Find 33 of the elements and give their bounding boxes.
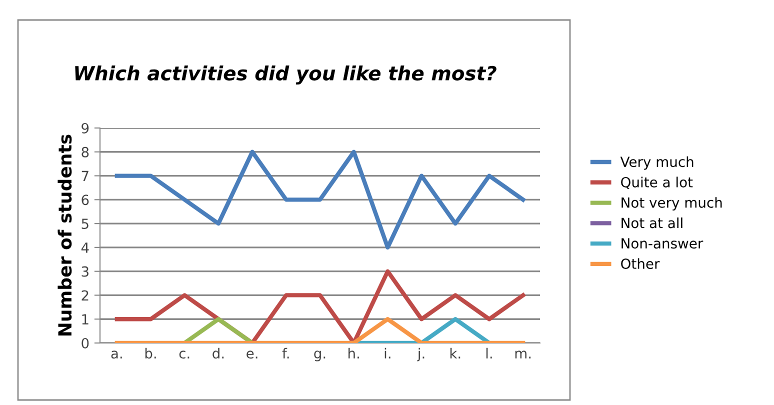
y-tick-label: 8 (82, 146, 89, 158)
x-tick-label: i. (384, 348, 390, 358)
x-tick-label: e. (246, 350, 258, 359)
legend-label: Very much (620, 156, 694, 170)
line-series (114, 150, 526, 250)
x-tick-label: d. (212, 348, 224, 359)
x-tick-label: g. (314, 350, 326, 362)
legend-label: Other (621, 258, 660, 269)
x-tick-label: m. (515, 350, 531, 358)
legend-label: Quite a lot (621, 176, 693, 190)
x-tick-label: k. (450, 348, 460, 358)
legend-label: Not at all (622, 217, 682, 228)
y-tick-label: 7 (82, 170, 88, 182)
y-tick-label: 9 (82, 122, 89, 134)
chart-title: Which activities did you like the most? (75, 66, 496, 84)
x-tick-label: j. (417, 348, 424, 362)
y-tick-label: 1 (82, 314, 88, 324)
x-tick-label: b. (145, 348, 156, 359)
y-tick-label: 4 (81, 242, 89, 253)
legend-label: Non-answer (622, 238, 704, 249)
y-tick-label: 5 (82, 218, 88, 230)
x-tick-label: a. (111, 350, 122, 359)
x-tick-label: f. (282, 348, 289, 358)
y-tick-label: 0 (82, 338, 89, 348)
x-tick-label: l. (486, 348, 492, 358)
line-series (114, 269, 526, 343)
y-tick-label: 6 (82, 194, 89, 206)
y-tick-label: 2 (82, 290, 88, 300)
y-axis-title: Number of students (58, 134, 72, 336)
x-tick-label: h. (348, 348, 359, 358)
y-tick-label: 3 (82, 266, 88, 277)
legend-label: Not very much (622, 197, 722, 211)
x-tick-label: c. (179, 350, 190, 359)
